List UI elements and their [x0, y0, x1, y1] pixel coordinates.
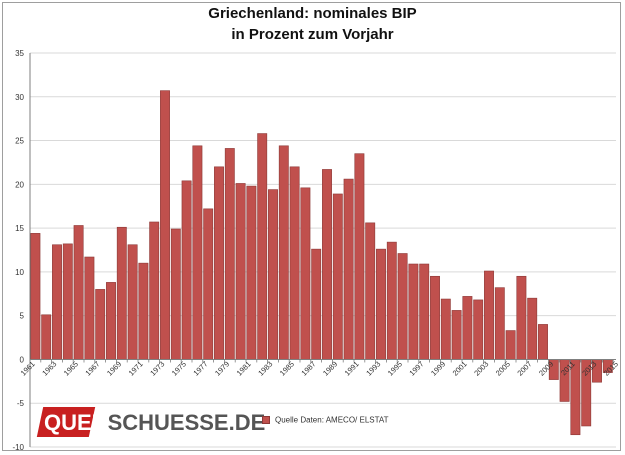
bar-2003 [484, 270, 494, 360]
bar-2008 [538, 324, 548, 360]
bar-1993 [376, 248, 386, 360]
bar-1988 [322, 169, 332, 360]
x-tick-label: 1995 [386, 359, 404, 377]
y-tick-label: 35 [15, 49, 24, 58]
legend-label: Quelle Daten: AMECO/ ELSTAT [275, 415, 389, 425]
x-tick-labels: 1961 1963 1965 1967 1969 1971 1973 1975 1977 1979… [19, 359, 620, 377]
bar-1986 [300, 187, 311, 360]
bar-1979 [224, 148, 235, 360]
bar-1983 [268, 189, 278, 360]
x-tick-label: 1971 [127, 359, 145, 377]
axes [29, 53, 616, 447]
bar-1985 [289, 166, 300, 360]
bar-1980 [235, 183, 246, 360]
bar-2000 [451, 310, 462, 360]
bar-1968 [106, 282, 116, 360]
chart-frame [2, 2, 621, 451]
x-tick-label: 2007 [515, 359, 533, 377]
x-tick-label: 2005 [494, 359, 512, 377]
y-tick-label: 0 [20, 355, 25, 364]
bar-1996 [408, 263, 419, 360]
y-tick-label: 15 [15, 224, 24, 233]
bar-1978 [214, 166, 224, 360]
bar-1989 [332, 193, 343, 360]
x-tick-label: 1991 [343, 359, 361, 377]
x-tick-label: 1963 [40, 359, 58, 377]
y-tick-label: 30 [15, 93, 24, 102]
bar-1975 [181, 180, 192, 360]
bar-2002 [473, 299, 484, 360]
x-tick-label: 1973 [148, 359, 166, 377]
y-tick-label: 20 [15, 180, 24, 189]
bar-1971 [138, 262, 149, 360]
bar-1998 [430, 275, 440, 360]
x-tick-label: 2001 [451, 359, 469, 377]
bar-1987 [311, 248, 322, 360]
bar-1995 [397, 253, 408, 360]
querschuesse-logo: QUERSCHUESSE.DE [36, 401, 265, 441]
x-tick-label: 1993 [364, 359, 382, 377]
bar-2007 [527, 297, 538, 360]
bar-2005 [505, 330, 516, 360]
bar-1990 [343, 178, 354, 360]
bar-1964 [62, 243, 73, 360]
x-tick-label: 1985 [278, 359, 296, 377]
legend-swatch [262, 415, 270, 424]
bar-2006 [516, 275, 527, 360]
x-tick-label: 1997 [407, 359, 425, 377]
bar-1992 [365, 222, 376, 360]
bar-1994 [386, 241, 397, 360]
bar-1963 [52, 244, 62, 360]
y-tick-label: -5 [17, 399, 25, 408]
x-tick-label: 1981 [235, 359, 253, 377]
bar-2011 [570, 359, 581, 436]
bar-1972 [149, 221, 160, 360]
logo-text-part2: SCHUESSE.DE [107, 410, 266, 435]
bar-1981 [246, 185, 257, 360]
x-tick-label: 1989 [321, 359, 339, 377]
x-tick-label: 1999 [429, 359, 447, 377]
x-tick-label: 2003 [472, 359, 490, 377]
bars [30, 90, 613, 436]
bar-1969 [116, 226, 127, 360]
bar-1966 [84, 256, 95, 360]
bar-1976 [192, 145, 203, 360]
x-tick-label: 1983 [256, 359, 274, 377]
y-tick-label: 5 [20, 312, 25, 321]
x-tick-label: 1975 [170, 359, 188, 377]
bar-1961 [30, 233, 41, 360]
bar-2004 [494, 287, 505, 360]
bar-1991 [354, 153, 365, 360]
logo-text: QUERSCHUESSE.DE [44, 410, 265, 436]
chart-title-line-1: Griechenland: nominales BIP [208, 5, 417, 22]
y-tick-label: 10 [15, 268, 24, 277]
bar-1982 [257, 133, 268, 360]
legend: Quelle Daten: AMECO/ ELSTAT [262, 415, 389, 424]
x-tick-label: 1967 [83, 359, 101, 377]
bar-1977 [203, 208, 214, 360]
y-tick-label: -10 [12, 443, 24, 452]
bar-1984 [278, 145, 289, 360]
bar-1999 [440, 298, 451, 360]
y-tick-label: 25 [15, 137, 24, 146]
x-tick-label: 1987 [299, 359, 317, 377]
chart-title-line-2: in Prozent zum Vorjahr [231, 26, 394, 43]
bar-1967 [95, 289, 106, 360]
bar-1973 [160, 90, 170, 360]
bar-2001 [462, 296, 473, 360]
bar-1974 [170, 228, 181, 360]
x-tick-label: 1979 [213, 359, 231, 377]
bar-1970 [127, 244, 138, 360]
x-tick-label: 1965 [62, 359, 80, 377]
bar-1997 [419, 263, 430, 360]
y-tick-labels: -10 -5 0 5 10 15 20 25 30 35 [12, 49, 24, 452]
bar-1962 [41, 314, 52, 360]
bar-1965 [73, 225, 84, 360]
x-tick-label: 1969 [105, 359, 123, 377]
logo-text-part1: QUER [44, 410, 108, 435]
x-tick-label: 1977 [191, 359, 209, 377]
